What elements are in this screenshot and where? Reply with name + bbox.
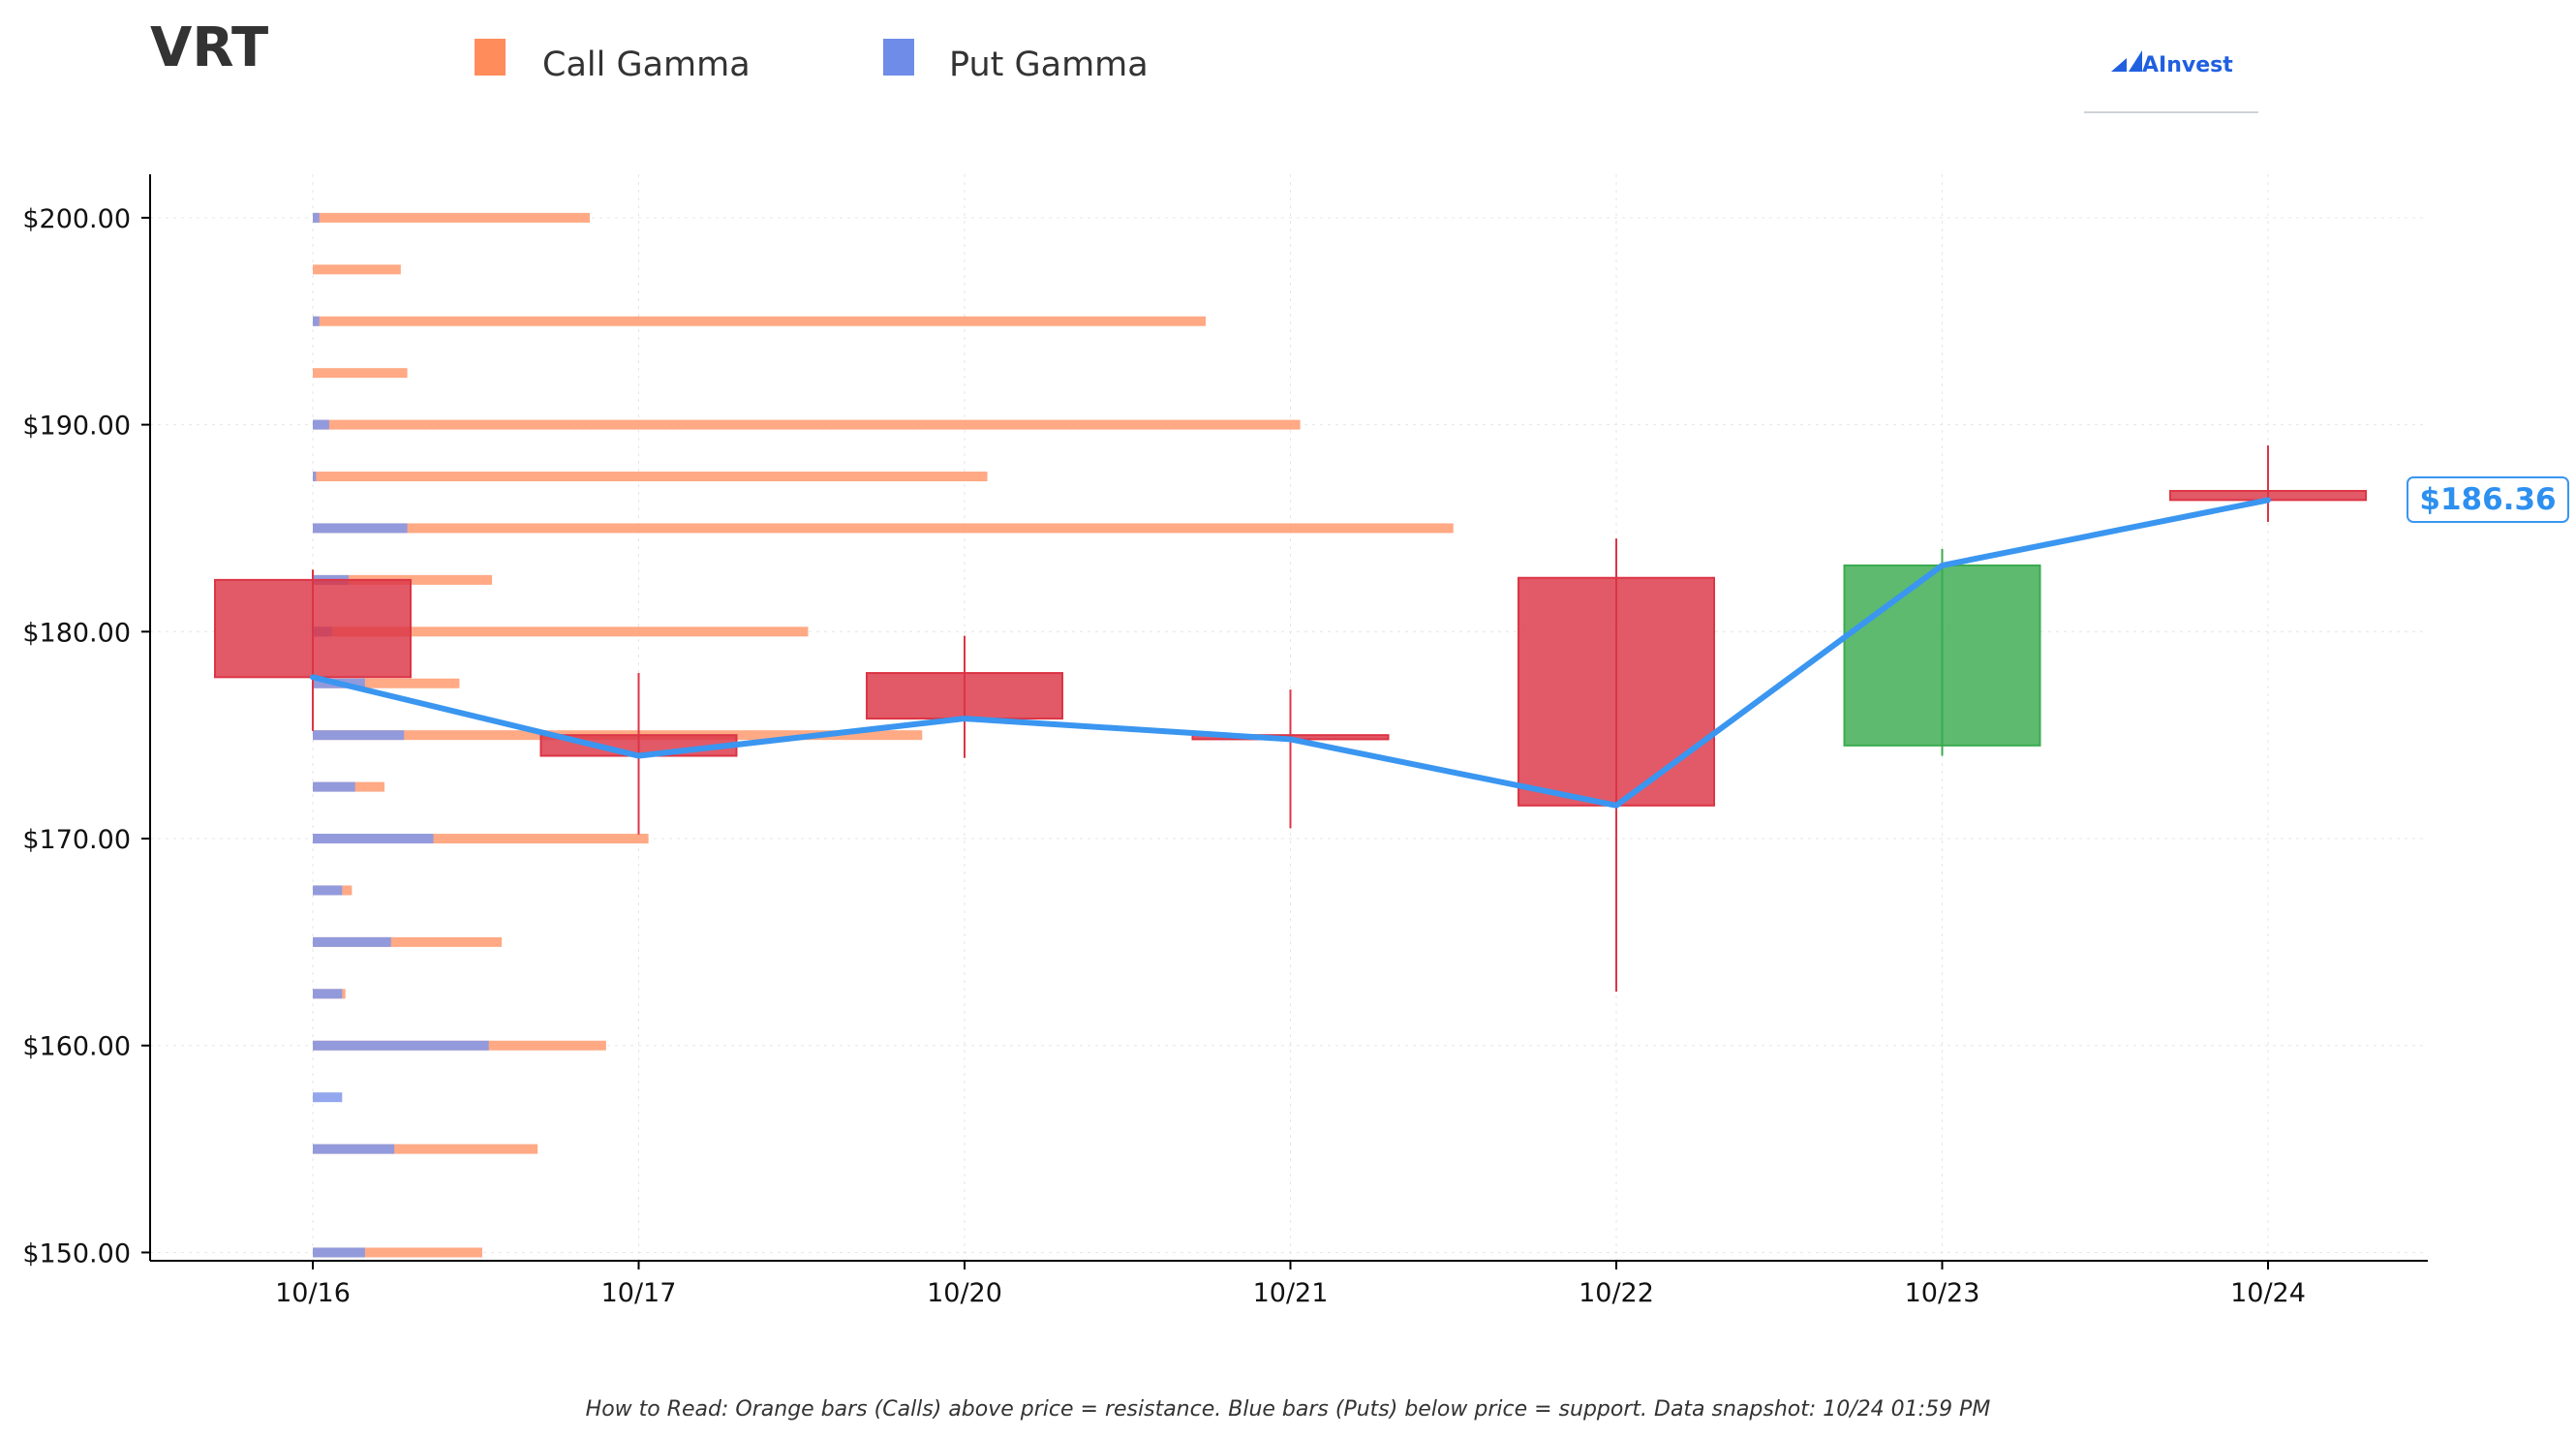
y-tick-label: $160.00 [22,1032,131,1062]
x-tick-label: 10/23 [1905,1278,1980,1308]
close-price-line [310,497,2271,809]
brand-logo: AInvest [2084,50,2258,113]
candle-body [1518,576,1715,807]
call-gamma-bar [313,264,401,275]
x-tick-label: 10/21 [1253,1278,1329,1308]
x-tick-label: 10/17 [601,1278,677,1308]
put-gamma-bar [313,781,355,792]
call-gamma-bar [313,212,591,223]
ticker-title: VRT [150,16,268,79]
how-to-read-note: How to Read: Orange bars (Calls) above p… [586,1397,1991,1422]
call-gamma-bar [313,523,1454,534]
put-gamma-bar [313,419,329,430]
put-gamma-bar [313,212,320,223]
put-gamma-bar [313,316,320,326]
put-gamma-bar [313,834,434,844]
x-tick-label: 10/16 [275,1278,351,1308]
put-gamma-bar [313,1040,489,1051]
legend: Call Gamma Put Gamma [475,39,1149,84]
call-gamma-bar [313,678,460,688]
call-gamma-bar [313,936,503,947]
call-gamma-bar [313,472,988,482]
put-gamma-bar [313,472,317,482]
x-tick-label: 10/20 [927,1278,1002,1308]
put-gamma-bar [313,1092,343,1103]
axes: $150.00 $160.00 $170.00 $180.00 $190.00 $200.… [22,174,2428,1308]
put-gamma-bar [313,523,408,534]
last-price-label: $186.36 [2419,482,2556,517]
call-gamma-bar [313,316,1207,326]
call-gamma-bar [313,834,649,844]
put-gamma-bar [313,730,405,741]
price-line-group [310,497,2271,809]
legend-swatch-put [883,39,914,76]
call-gamma-bar [313,1144,538,1154]
candle-body [1843,564,2041,747]
put-gamma-bar [313,1144,395,1154]
call-gamma-bar [313,419,1301,430]
candle-body [214,578,412,679]
put-gamma-bar [313,1247,365,1258]
legend-swatch-call [475,39,506,76]
y-tick-label: $200.00 [22,204,131,234]
candles [214,444,2367,993]
call-gamma-bar [313,1247,482,1258]
put-gamma-bar [313,989,343,999]
last-price-badge: $186.36 [2407,476,2569,523]
put-gamma-bar [313,936,391,947]
y-tick-label: $170.00 [22,825,131,855]
call-gamma-bar [313,627,809,637]
y-tick-label: $190.00 [22,412,131,442]
last-price-box [2407,476,2569,523]
ainvest-logo-icon [2111,50,2142,72]
x-tick-label: 10/24 [2230,1278,2306,1308]
put-gamma-bar [313,885,343,896]
brand-text: AInvest [2142,53,2233,77]
x-tick-label: 10/22 [1579,1278,1654,1308]
legend-label-put: Put Gamma [949,46,1149,84]
y-tick-label: $150.00 [22,1238,131,1269]
candle-body [866,672,1063,720]
y-tick-label: $180.00 [22,618,131,648]
legend-label-call: Call Gamma [542,46,751,84]
call-gamma-bar [313,368,408,379]
